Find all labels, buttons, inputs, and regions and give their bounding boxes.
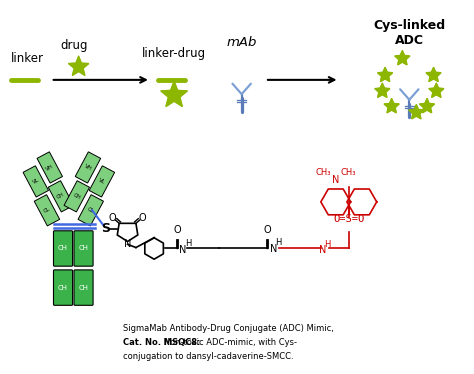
Polygon shape [395,50,410,65]
Text: O: O [109,213,117,223]
Text: CL: CL [43,206,51,214]
Text: linker-drug: linker-drug [142,47,206,60]
Polygon shape [64,181,90,212]
Polygon shape [75,152,100,183]
Text: conjugation to dansyl-cadaverine-SMCC.: conjugation to dansyl-cadaverine-SMCC. [123,352,293,361]
Text: N: N [124,239,131,249]
Text: SigmaMab Antibody-Drug Conjugate (ADC) Mimic,: SigmaMab Antibody-Drug Conjugate (ADC) M… [123,324,334,333]
Polygon shape [375,83,390,98]
Polygon shape [68,56,89,76]
Text: H: H [275,238,282,247]
Polygon shape [426,67,441,82]
Text: VL: VL [32,178,40,185]
Text: N: N [270,244,277,254]
Polygon shape [34,195,60,226]
Polygon shape [161,81,187,107]
Text: CH₃: CH₃ [315,168,331,177]
Text: N: N [332,175,339,185]
FancyBboxPatch shape [54,270,73,305]
Polygon shape [419,98,435,113]
Text: CH: CH [56,192,65,200]
Text: H: H [325,240,331,249]
Polygon shape [409,105,424,119]
Text: CH: CH [79,285,89,291]
Polygon shape [48,181,73,212]
Text: O: O [173,226,181,236]
Text: CL: CL [87,206,95,214]
Text: VH: VH [45,163,55,172]
Polygon shape [429,83,444,98]
Text: Cat. No. MSQC8:: Cat. No. MSQC8: [123,338,200,347]
Text: CH: CH [58,245,68,251]
FancyBboxPatch shape [74,231,93,266]
Text: N: N [319,245,326,255]
Polygon shape [37,152,63,183]
Text: linker: linker [11,52,44,65]
Text: Cys-linked
ADC: Cys-linked ADC [373,19,446,47]
Text: CH₃: CH₃ [340,168,356,177]
Polygon shape [23,166,48,197]
FancyBboxPatch shape [74,270,93,305]
Polygon shape [89,166,115,197]
Text: O: O [138,213,146,223]
Text: S: S [101,223,110,235]
Text: VL: VL [98,178,106,185]
Polygon shape [384,98,399,113]
Text: N: N [179,245,186,255]
Text: O: O [264,226,271,236]
FancyBboxPatch shape [54,231,73,266]
Polygon shape [78,195,103,226]
Text: Non-toxic ADC-mimic, with Cys-: Non-toxic ADC-mimic, with Cys- [161,338,297,347]
Text: drug: drug [60,39,88,52]
Text: VH: VH [83,163,92,172]
Text: CH: CH [79,245,89,251]
Text: CH: CH [72,192,82,200]
Text: O=S=O: O=S=O [333,214,365,224]
Text: mAb: mAb [227,36,257,49]
Polygon shape [378,67,392,82]
Text: CH: CH [58,285,68,291]
Text: H: H [185,239,191,248]
